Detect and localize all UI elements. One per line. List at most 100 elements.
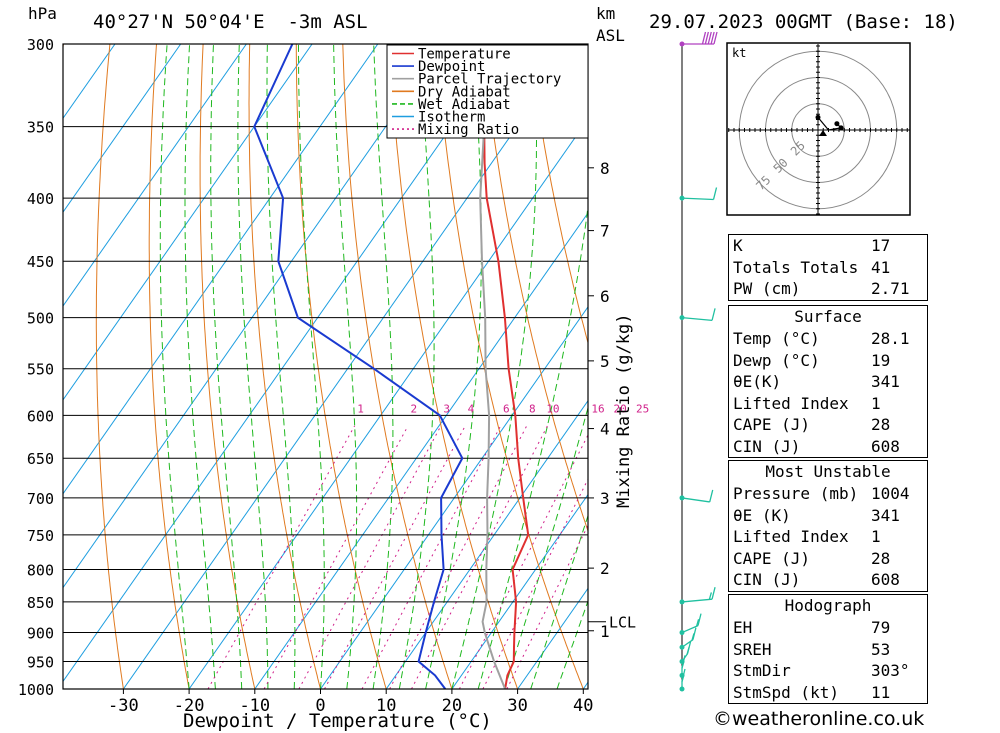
wet-adiabat-line [237,44,269,689]
dewpoint-line [253,44,464,689]
wind-barb [681,489,714,503]
wet-adiabat-line [556,599,588,689]
mixing-ratio-line [324,425,466,689]
mixing-ratio-label: 10 [546,402,559,415]
table-row: Temp (°C) 28.1 [729,328,927,350]
surface-title: Surface [794,307,862,326]
parcel-trajectory-line [479,78,507,689]
table-row: CIN (J) 608 [729,436,927,458]
row-value: 1 [871,393,881,413]
row-label: Pressure (mb) [733,484,859,503]
table-row: SREH 53 [729,639,927,661]
row-label: K [733,236,743,255]
row-label: Dewp (°C) [733,350,820,370]
hodograph-point [838,125,844,131]
table-row: θE(K) 341 [729,371,927,393]
profiles [253,44,530,689]
km-tick-label: 5 [600,352,610,371]
km-tick-label: 1 [600,622,610,641]
isotherm-line [63,44,116,120]
km-asl-label: ASL [596,26,625,45]
x-axis-label: Dewpoint / Temperature (°C) [183,710,492,732]
most-unstable-title: Most Unstable [765,462,891,481]
mixing-ratio-line [458,433,588,689]
table-row: K 17 [729,235,927,257]
legend-label: Temperature [418,47,511,63]
pressure-tick-label: 400 [27,190,54,208]
row-value: 2.71 [871,279,910,298]
x-tick-label: 40 [573,696,593,716]
row-label: StmDir [733,661,791,680]
wind-barb [681,587,716,603]
isotherm-line [63,44,313,401]
row-label: CAPE (J) [733,415,811,434]
isotherm-line [320,305,588,689]
dry-adiabat-line [248,44,321,689]
pressure-tick-label: 900 [27,625,54,643]
isotherm-line [63,44,379,495]
legend-label: Wet Adiabat [418,97,511,113]
row-label: StmSpd (kt) [733,682,839,702]
row-label: Temp (°C) [733,329,820,348]
dry-adiabat-line [342,44,453,689]
x-tick-label: 20 [442,696,462,716]
isotherm-line [254,212,588,689]
mixing-ratio-label: 8 [529,402,536,415]
table-row: StmDir 303° [729,660,927,682]
datetime-title: 29.07.2023 00GMT (Base: 18) [649,11,958,33]
wind-barbs [679,31,718,692]
most-unstable-table: Most Unstable Pressure (mb) 1004 θE (K) 341… [728,460,928,592]
table-row: Pressure (mb) 1004 [729,483,927,505]
isotherm-line [63,44,247,307]
indices-table: K 17 Totals Totals 41 PW (cm) 2.71 [728,234,928,301]
row-label: CIN (J) [733,570,801,589]
dry-adiabat-line [528,44,588,345]
isotherm-line [385,399,588,689]
table-row: Totals Totals 41 [729,257,927,279]
hodograph-table: Hodograph EH 79 SREH 53 StmDir 303° StmSpd (kt… [728,594,928,704]
mixing-ratio-line [298,425,442,689]
legend-label: Dry Adiabat [418,84,511,100]
table-row: Lifted Index 1 [729,393,927,415]
row-value: 41 [871,257,891,277]
row-value: 341 [871,372,900,391]
wind-barb [681,613,702,634]
legend-label: Parcel Trajectory [418,72,561,88]
isotherm-line [63,44,444,589]
pressure-tick-label: 650 [27,450,54,468]
surface-table: Surface Temp (°C) 28.1 Dewp (°C) 19 θE(K) 341… [728,305,928,458]
isotherm-line [63,44,182,214]
dry-adiabat-line [482,44,588,533]
isotherm-line [451,493,588,689]
row-label: CAPE (J) [733,548,811,568]
x-tick-label: -20 [174,696,205,716]
table-row: CAPE (J) 28 [729,414,927,436]
temperature-line [479,94,530,689]
pressure-tick-label: 600 [27,407,54,425]
axes: 3003504004505005506006507007508008509009… [18,36,649,716]
row-value: 11 [871,682,891,702]
wet-adiabat-line [530,514,588,689]
row-value: 28 [871,415,891,434]
km-tick-label: 2 [600,559,610,578]
dry-adiabat-line [388,44,519,689]
mixing-ratio-line [506,524,588,689]
table-row: StmSpd (kt) 11 [729,682,927,704]
pressure-tick-label: 800 [27,561,54,579]
row-label: EH [733,618,753,637]
x-tick-label: -10 [239,696,270,716]
mixing-ratio-label: 4 [468,402,475,415]
pressure-tick-label: 950 [27,654,54,672]
mixing-ratio-axis-label: Mixing Ratio (g/kg) [614,314,634,508]
table-row: θE (K) 341 [729,505,927,527]
row-label: PW (cm) [733,279,801,298]
row-value: 1 [871,527,881,546]
dry-adiabat-line [992,35,1000,689]
storm-motion-marker [819,130,827,136]
mixing-ratio-label: 3 [443,402,450,415]
mixing-ratio-label: 2 [410,402,417,415]
row-value: 303° [871,661,910,680]
wet-adiabat-line [477,203,588,689]
mixing-ratio-line [263,425,409,689]
